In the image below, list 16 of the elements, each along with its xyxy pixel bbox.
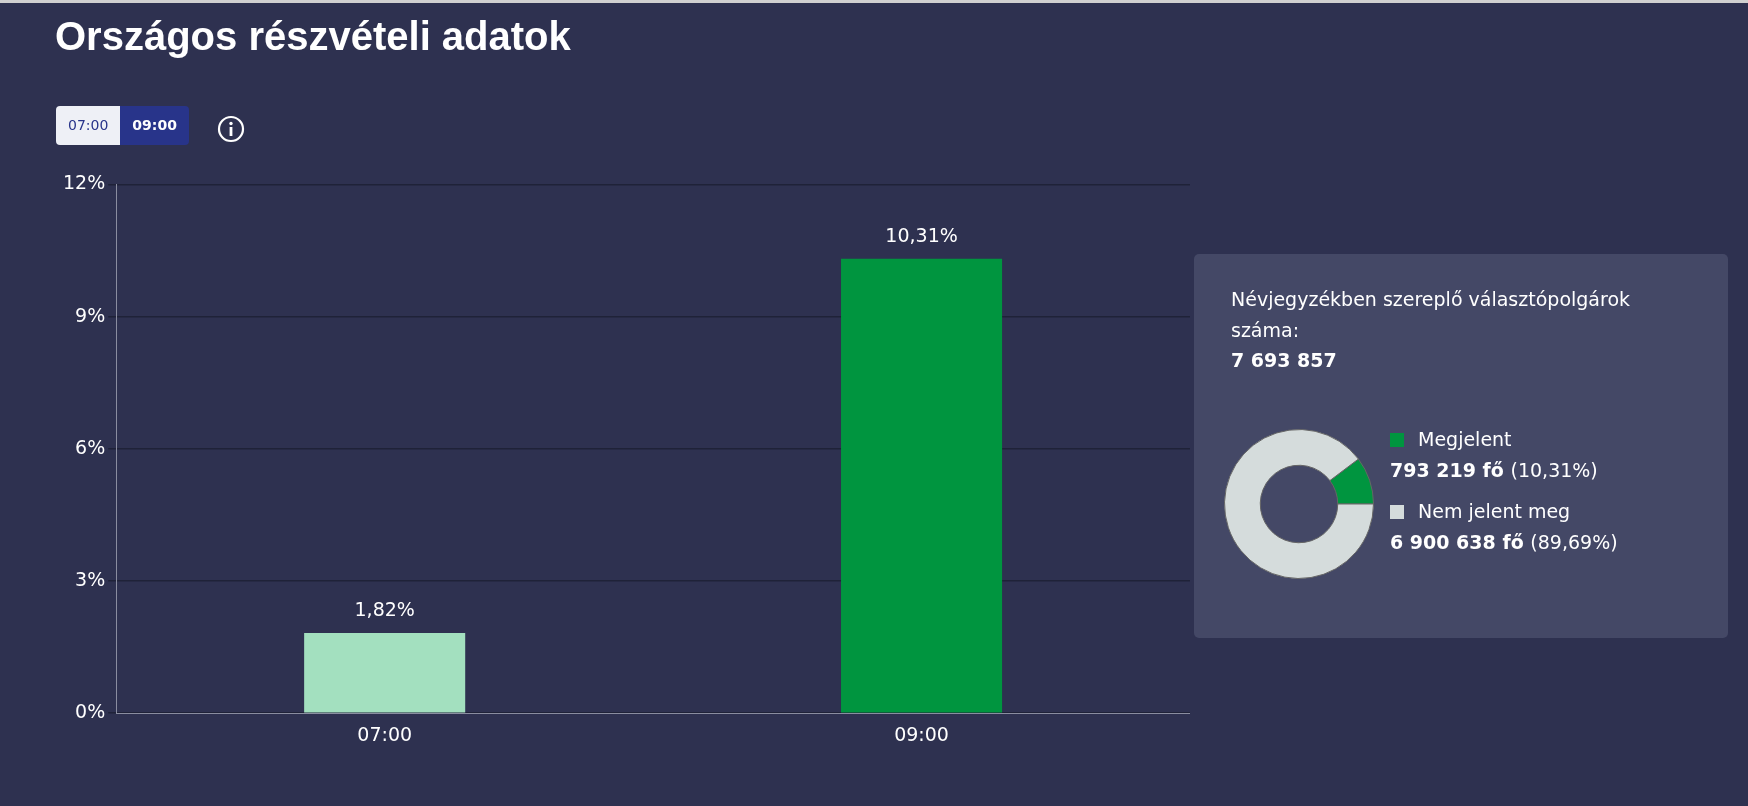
y-tick-label: 6% bbox=[75, 435, 106, 458]
data-label: 1,82% bbox=[354, 598, 415, 621]
legend-label: Megjelent bbox=[1417, 427, 1513, 452]
chart-title: Névjegyzékben szereplő választópolgárok száma: bbox=[1231, 287, 1631, 343]
x-tick-label: 09:00 bbox=[894, 722, 949, 745]
data-label: 6 900 638 fő (89,69%) bbox=[1390, 530, 1618, 555]
data-label: 793 219 fő (10,31%) bbox=[1390, 458, 1599, 483]
data-label: 10,31% bbox=[885, 224, 958, 247]
x-tick-label: 07:00 bbox=[357, 722, 413, 745]
y-tick-label: 12% bbox=[63, 171, 106, 194]
y-tick-label: 9% bbox=[75, 303, 106, 326]
legend-label: Nem jelent meg bbox=[1417, 499, 1572, 524]
y-tick-label: 0% bbox=[75, 700, 106, 723]
chart-subtitle: 7 693 857 bbox=[1231, 349, 1337, 371]
y-tick-label: 3% bbox=[75, 567, 106, 590]
chart-title: Országos részvételi adatok bbox=[55, 14, 571, 59]
